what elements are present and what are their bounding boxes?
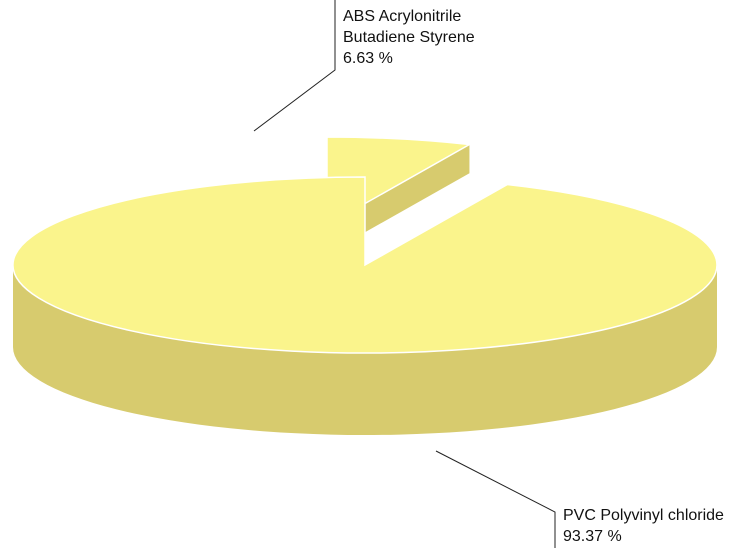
slice-name-label: ABS Acrylonitrile (343, 8, 461, 25)
slice-name-label: PVC Polyvinyl chloride (563, 507, 724, 524)
slice-top-1 (12, 176, 718, 354)
slice-side-1 (13, 265, 717, 435)
slice-name-label: Butadiene Styrene (343, 29, 475, 46)
leader-line (253, 0, 336, 132)
leader-line (435, 450, 556, 548)
slice-label-group-1: PVC Polyvinyl chloride 93.37 % (435, 450, 724, 548)
slice-percent-label: 93.37 % (563, 528, 622, 545)
slice-percent-label: 6.63 % (343, 50, 393, 67)
slice-outer-wall (13, 265, 717, 435)
slice-label-group-0: ABS Acrylonitrile Butadiene Styrene 6.63 % (253, 0, 475, 132)
